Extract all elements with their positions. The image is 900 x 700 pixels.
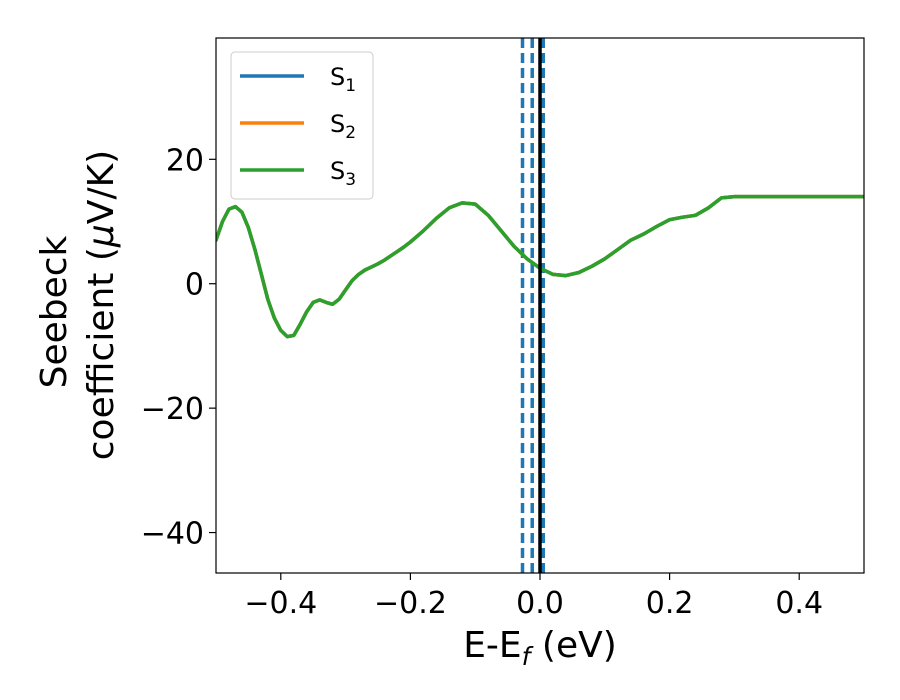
series-line-3 (216, 194, 864, 339)
plot-content (216, 38, 864, 573)
y-tick-label: −40 (141, 517, 204, 552)
y-tick-label: 20 (166, 143, 204, 178)
legend-label-2: S2 (330, 110, 356, 143)
y-axis-label-line-2: coefficient (μV/K) (81, 150, 122, 460)
y-axis-ticks: −40 −20 0 20 (141, 143, 216, 552)
x-tick-label: −0.2 (374, 586, 447, 621)
plot-area (216, 38, 864, 573)
y-tick-label: 0 (185, 268, 204, 303)
legend-label-3: S3 (330, 157, 356, 190)
y-axis-label-line-1: Seebeck (34, 235, 75, 388)
x-axis-label: E-Ef (eV) (463, 625, 617, 671)
x-tick-label: −0.4 (244, 586, 317, 621)
x-tick-label: 0.4 (775, 586, 823, 621)
legend-box (230, 51, 374, 200)
legend: S1 S2 S3 (230, 51, 374, 200)
x-axis-ticks: −0.4 −0.2 0.0 0.2 0.4 (244, 573, 823, 621)
x-tick-label: 0.0 (516, 586, 564, 621)
legend-label-1: S1 (330, 63, 356, 96)
x-tick-label: 0.2 (646, 586, 694, 621)
y-tick-label: −20 (141, 392, 204, 427)
